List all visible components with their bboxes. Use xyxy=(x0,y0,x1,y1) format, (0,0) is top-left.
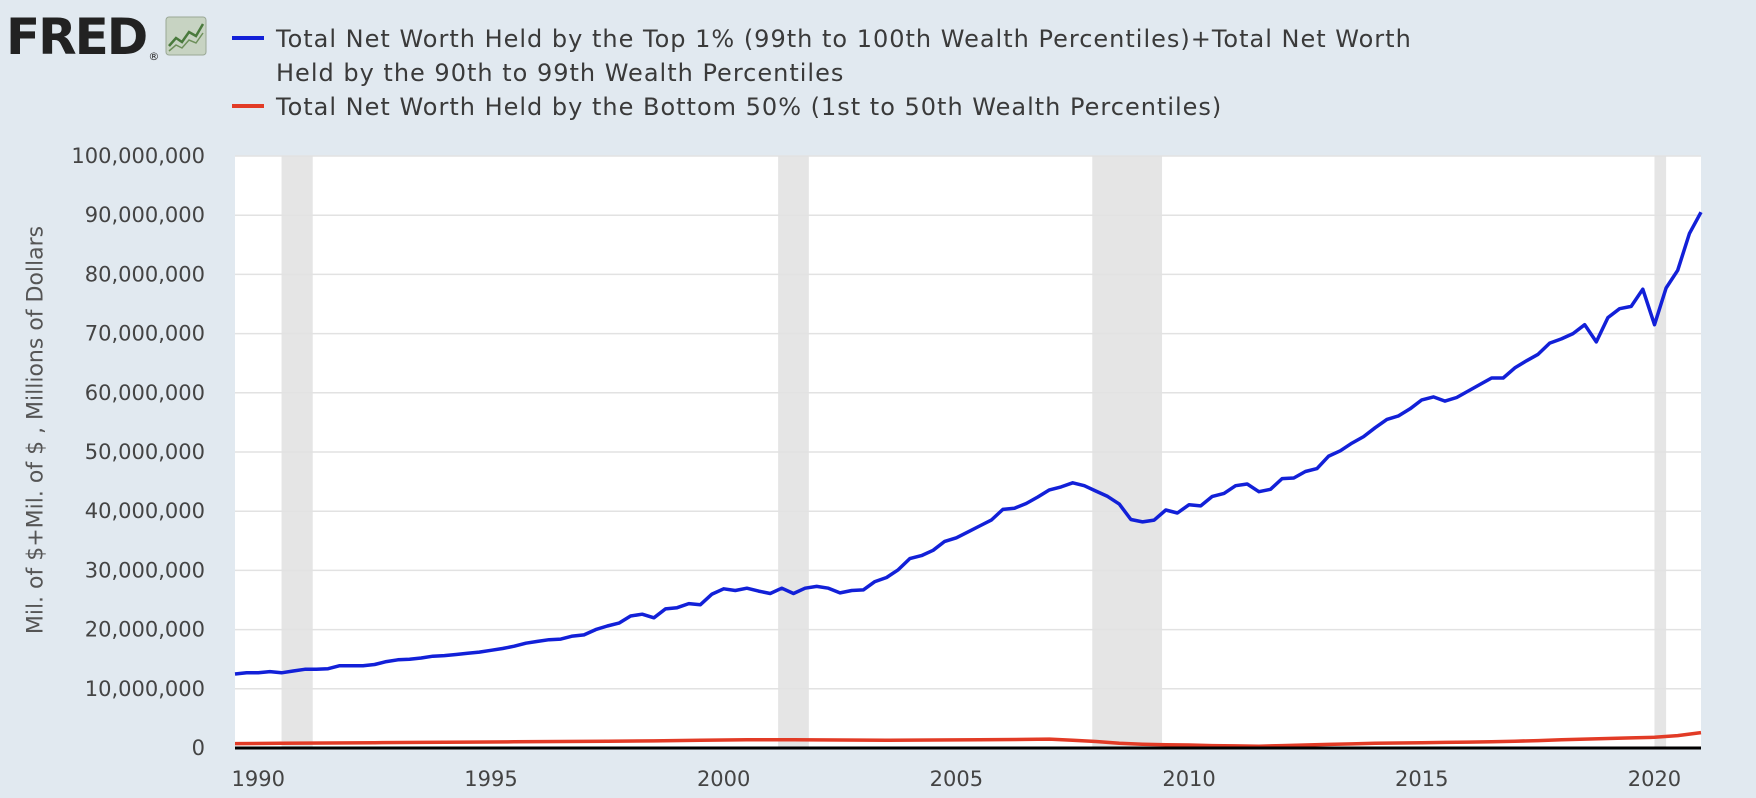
series-line-0[interactable] xyxy=(234,211,1703,676)
y-tick-label: 60,000,000 xyxy=(85,381,205,405)
x-tick-label: 2005 xyxy=(930,767,983,791)
header: FRED ® Total Net Worth Held by the Top 1… xyxy=(0,0,1756,140)
x-tick-labels: 1990 1995 2000 2005 2010 2015 2020 xyxy=(232,767,1682,791)
legend: Total Net Worth Held by the Top 1% (99th… xyxy=(232,22,1476,124)
series-line-1[interactable] xyxy=(234,730,1702,748)
legend-item-top10[interactable]: Total Net Worth Held by the Top 1% (99th… xyxy=(232,22,1476,90)
y-tick-label: 30,000,000 xyxy=(85,558,205,582)
y-tick-labels: 0 10,000,000 20,000,000 30,000,000 40,000,00… xyxy=(71,144,205,760)
x-tick-label: 2020 xyxy=(1628,767,1681,791)
legend-label-top10-line1: Total Net Worth Held by the Top 1% (99th… xyxy=(276,25,1412,53)
y-tick-label: 0 xyxy=(192,736,205,760)
legend-swatch-top10 xyxy=(232,36,264,40)
y-tick-label: 90,000,000 xyxy=(85,203,205,227)
y-tick-label: 20,000,000 xyxy=(85,618,205,642)
series-lines xyxy=(234,211,1703,748)
logo-registered-mark: ® xyxy=(148,50,160,63)
line-chart-icon xyxy=(165,16,207,56)
grid-lines xyxy=(235,155,1701,690)
legend-label-bottom50: Total Net Worth Held by the Bottom 50% (… xyxy=(276,90,1476,124)
y-tick-label: 100,000,000 xyxy=(71,144,205,168)
y-tick-label: 40,000,000 xyxy=(85,499,205,523)
legend-label-top10-line2: Held by the 90th to 99th Wealth Percenti… xyxy=(276,59,845,87)
x-tick-label: 2015 xyxy=(1395,767,1448,791)
y-tick-label: 10,000,000 xyxy=(85,677,205,701)
legend-item-bottom50[interactable]: Total Net Worth Held by the Bottom 50% (… xyxy=(232,90,1476,124)
x-tick-label: 1990 xyxy=(232,767,285,791)
y-tick-label: 50,000,000 xyxy=(85,440,205,464)
legend-label-top10: Total Net Worth Held by the Top 1% (99th… xyxy=(276,22,1476,90)
logo-text: FRED xyxy=(6,8,148,66)
x-tick-label: 2000 xyxy=(697,767,750,791)
legend-swatch-bottom50 xyxy=(232,104,264,108)
legend-label-bottom50-line1: Total Net Worth Held by the Bottom 50% (… xyxy=(276,93,1223,121)
fred-logo[interactable]: FRED ® xyxy=(6,12,207,63)
y-tick-label: 80,000,000 xyxy=(85,262,205,286)
x-tick-label: 2010 xyxy=(1162,767,1215,791)
x-tick-label: 1995 xyxy=(464,767,517,791)
y-tick-label: 70,000,000 xyxy=(85,322,205,346)
